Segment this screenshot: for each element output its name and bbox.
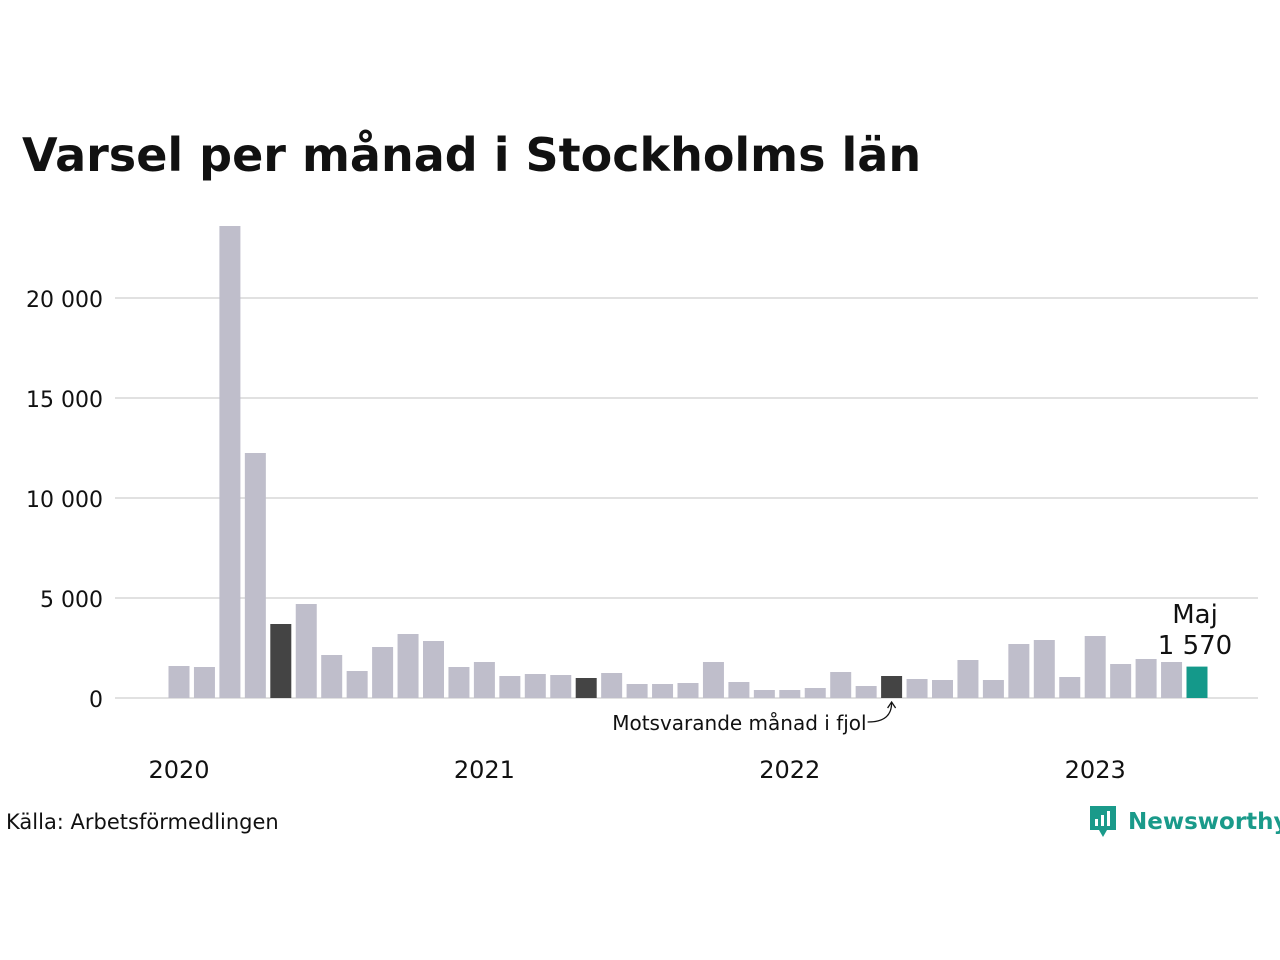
bar: [448, 667, 470, 698]
current-month-label: Maj: [1172, 600, 1218, 630]
bar: [270, 624, 292, 698]
y-tick-label: 10 000: [26, 488, 103, 513]
bar: [881, 676, 903, 698]
annotation-arrowhead: [887, 700, 897, 709]
last-year-note: Motsvarande månad i fjol: [612, 711, 866, 735]
chart-title: Varsel per månad i Stockholms län: [22, 128, 922, 182]
bar: [524, 674, 546, 698]
bar: [804, 688, 826, 698]
bar: [372, 647, 394, 698]
bar: [1135, 659, 1157, 698]
bar: [906, 679, 928, 698]
bar: [193, 667, 215, 698]
bar: [932, 680, 953, 698]
bar: [728, 682, 750, 698]
bar: [855, 686, 877, 698]
y-tick-label: 15 000: [26, 388, 103, 413]
current-value-label: 1 570: [1158, 631, 1232, 661]
bar: [219, 226, 241, 698]
bar: [702, 662, 724, 698]
bar: [1008, 644, 1030, 698]
x-tick-label: 2023: [1065, 756, 1126, 784]
source-note: Källa: Arbetsförmedlingen: [6, 810, 279, 834]
bar: [753, 690, 775, 698]
bar: [397, 634, 419, 698]
bar: [779, 690, 801, 698]
x-tick-label: 2020: [148, 756, 209, 784]
y-tick-label: 0: [89, 688, 103, 713]
bar: [652, 684, 674, 698]
bars: [168, 226, 1208, 698]
bar: [168, 666, 190, 698]
bar: [473, 662, 495, 698]
y-tick-label: 5 000: [40, 588, 103, 613]
bar: [244, 453, 266, 698]
newsworthy-logo-icon: [1090, 806, 1116, 837]
bar: [1084, 636, 1106, 698]
bar: [295, 604, 317, 698]
newsworthy-logo: Newsworthy: [1088, 804, 1280, 840]
annotation-arrow: [867, 702, 893, 723]
bar: [982, 680, 1004, 698]
bar: [423, 641, 444, 698]
bar: [1186, 666, 1208, 698]
bar: [499, 676, 521, 698]
bar: [626, 684, 648, 698]
brand-name: Newsworthy: [1128, 809, 1280, 835]
bar: [957, 660, 979, 698]
bar: [321, 655, 343, 698]
bar: [575, 678, 597, 698]
y-axis-tick-labels: 0 5 000 10 000 15 000 20 000: [26, 288, 103, 713]
bar: [550, 675, 572, 698]
bar: [1033, 640, 1055, 698]
bar: [677, 683, 699, 698]
x-tick-label: 2021: [454, 756, 515, 784]
bar: [601, 673, 623, 698]
bar: [1059, 677, 1081, 698]
x-tick-label: 2022: [759, 756, 820, 784]
y-tick-label: 20 000: [26, 288, 103, 313]
bar: [1161, 662, 1183, 698]
bar: [830, 672, 852, 698]
bar: [346, 671, 368, 698]
x-axis-year-labels: 2020 2021 2022 2023: [148, 756, 1125, 784]
bar: [1110, 664, 1132, 698]
